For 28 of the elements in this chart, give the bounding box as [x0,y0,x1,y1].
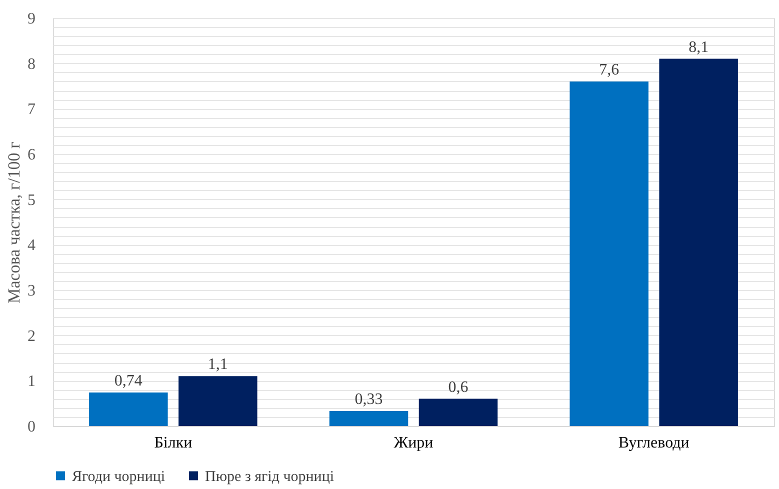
y-axis-title: Масова частка, г/100 г [4,142,24,304]
x-tick-label: Білки [154,434,193,452]
x-tick-label: Вуглеводи [618,434,690,452]
bar [178,376,258,426]
y-tick-label: 8 [28,56,36,73]
data-label: 0,33 [354,391,383,408]
bar [659,58,738,426]
data-label: 0,74 [114,372,142,390]
y-tick-label: 0 [28,418,36,436]
x-tick-label: Жири [394,434,434,452]
bar [570,81,648,426]
y-tick-label: 9 [28,10,36,28]
y-tick-label: 6 [28,146,36,164]
bar [418,398,498,426]
y-tick-label: 3 [28,282,36,300]
data-label: 7,6 [599,61,620,78]
y-tick-label: 7 [28,101,36,118]
data-label: 0,6 [448,378,468,396]
y-tick-label: 2 [28,328,36,345]
data-label: 1,1 [208,356,228,374]
y-tick-label: 1 [28,373,36,390]
bar [89,392,168,426]
legend-label: Пюре з ягід чорниці [205,468,334,485]
y-tick-label: 5 [28,192,36,209]
data-label: 8,1 [688,38,709,56]
bar [329,411,408,426]
legend-label: Ягоди чорниці [72,468,166,485]
y-tick-label: 4 [28,237,36,254]
